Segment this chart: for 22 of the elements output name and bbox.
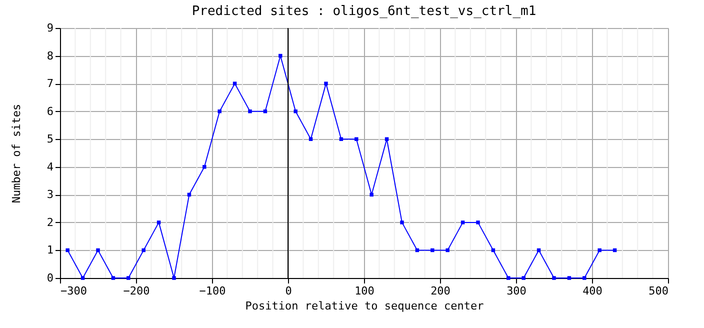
x-tick-label: 300 xyxy=(506,284,526,298)
y-tick-label: 8 xyxy=(46,49,54,62)
x-tick-label: 0 xyxy=(285,284,292,298)
y-tick-label: 7 xyxy=(46,77,54,90)
y-axis-title: Number of sites xyxy=(10,104,23,204)
y-tick-label: 0 xyxy=(46,272,54,284)
y-tick-label: 2 xyxy=(46,216,54,229)
x-tick-label: 500 xyxy=(648,284,668,298)
y-tick-label: 1 xyxy=(46,244,54,257)
y-tick-label: 3 xyxy=(46,188,54,202)
y-tick-label: 6 xyxy=(46,104,54,118)
y-tick-label: 5 xyxy=(46,132,54,146)
x-tick-label: 400 xyxy=(582,284,602,298)
x-tick-label: −200 xyxy=(123,284,150,298)
y-tick-label: 9 xyxy=(46,22,54,34)
x-tick-label: 200 xyxy=(430,284,450,298)
y-tick-label: 4 xyxy=(46,160,54,174)
chart-title: Predicted sites : oligos_6nt_test_vs_ctrl_m1 xyxy=(192,4,536,19)
x-tick-label: 100 xyxy=(354,284,374,298)
x-tick-label: −100 xyxy=(199,284,226,298)
x-tick-label: −300 xyxy=(60,284,87,298)
x-axis-title: Position relative to sequence center xyxy=(245,300,484,312)
